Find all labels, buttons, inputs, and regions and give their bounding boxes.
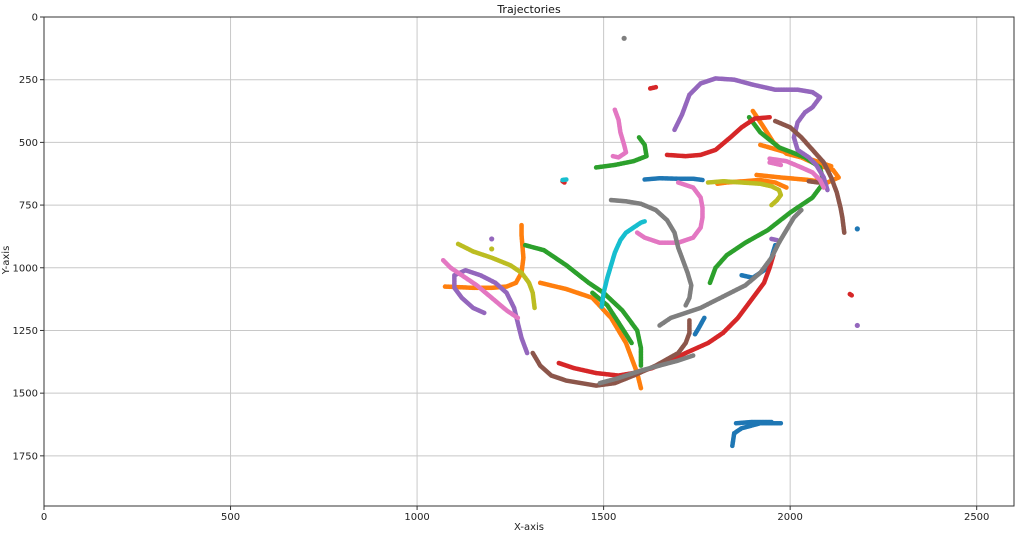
- trajectory-series-9: [455, 178, 784, 311]
- trajectory-path: [705, 178, 784, 208]
- trajectory-path: [608, 197, 694, 308]
- x-tick-label: 500: [221, 512, 240, 523]
- trajectory-path: [522, 242, 644, 368]
- trajectory-path: [657, 207, 804, 328]
- trajectory-series-7: [440, 107, 827, 321]
- trajectory-path: [772, 118, 847, 235]
- y-tick-label: 1750: [13, 451, 38, 462]
- trajectory-path: [692, 315, 707, 337]
- trajectory-point: [746, 115, 752, 120]
- trajectory-point: [767, 115, 772, 120]
- trajectory-point: [683, 303, 688, 308]
- trajectory-point: [621, 35, 627, 41]
- trajectory-path: [597, 353, 696, 386]
- trajectory-point: [690, 353, 696, 358]
- axis-ticks: 0 500 1000 1500 2000 2500 0 250 500 750 1000 1250 15…: [13, 13, 990, 524]
- trajectory-series-11: [854, 226, 860, 232]
- trajectory-series-8: [597, 35, 804, 386]
- trajectory-point: [769, 202, 774, 208]
- trajectory-series: [440, 35, 860, 449]
- y-tick-label: 0: [32, 13, 38, 24]
- trajectory-point: [700, 177, 705, 183]
- trajectory-point: [629, 340, 634, 346]
- trajectory-point: [642, 219, 647, 224]
- trajectory-point: [687, 318, 692, 323]
- x-axis-label: X-axis: [514, 522, 544, 533]
- grid: [43, 16, 1014, 506]
- trajectory-path: [634, 180, 705, 245]
- trajectory-point: [675, 180, 681, 185]
- trajectory-point: [489, 236, 495, 242]
- trajectory-path: [599, 219, 647, 309]
- trajectory-path: [672, 76, 830, 193]
- y-tick-label: 500: [19, 138, 38, 149]
- trajectory-point: [854, 226, 860, 232]
- plot-frame: [43, 16, 1015, 507]
- trajectory-point: [769, 419, 774, 425]
- trajectory-path: [610, 107, 629, 160]
- trajectory-point: [849, 293, 855, 298]
- trajectory-point: [519, 222, 524, 228]
- trajectory-point: [754, 172, 759, 178]
- trajectory-path: [647, 84, 659, 91]
- x-tick-label: 0: [41, 512, 47, 523]
- trajectory-path: [767, 160, 784, 168]
- trajectory-path: [621, 35, 627, 41]
- trajectory-point: [524, 350, 530, 356]
- x-tick-label: 1500: [591, 512, 616, 523]
- trajectory-point: [532, 305, 537, 311]
- trajectory-point: [841, 230, 847, 235]
- trajectory-point: [610, 153, 616, 159]
- trajectory-point: [784, 185, 789, 190]
- trajectory-point: [778, 420, 784, 426]
- trajectory-point: [739, 272, 744, 278]
- trajectory-path: [537, 280, 644, 391]
- x-tick-label: 1000: [404, 512, 429, 523]
- trajectory-path: [769, 236, 780, 243]
- trajectory-point: [799, 207, 804, 213]
- trajectory-point: [636, 135, 642, 140]
- trajectory-point: [515, 315, 521, 321]
- y-tick-label: 1000: [13, 263, 38, 274]
- trajectory-series-10: [560, 177, 647, 309]
- y-tick-label: 250: [19, 75, 38, 86]
- trajectory-point: [825, 187, 830, 193]
- trajectory-point: [778, 162, 784, 168]
- chart-title: Trajectories: [496, 3, 561, 16]
- trajectory-path: [854, 226, 860, 232]
- trajectory-path: [440, 257, 521, 321]
- trajectory-path: [593, 135, 649, 170]
- trajectory-point: [489, 246, 495, 252]
- trajectory-point: [638, 363, 644, 368]
- trajectory-path: [767, 156, 827, 190]
- trajectory-point: [692, 331, 698, 337]
- trajectory-path: [664, 115, 772, 159]
- trajectory-path: [854, 322, 860, 329]
- trajectory-point: [564, 177, 569, 182]
- x-tick-label: 2500: [964, 512, 989, 523]
- trajectory-path: [642, 175, 705, 183]
- trajectory-path: [489, 246, 495, 252]
- y-tick-label: 1500: [13, 389, 38, 400]
- trajectory-point: [537, 280, 543, 286]
- trajectory-point: [854, 322, 860, 329]
- trajectory-series-4: [556, 84, 855, 378]
- x-tick-label: 2000: [777, 512, 802, 523]
- trajectory-path: [455, 241, 537, 311]
- trajectory-path: [489, 236, 495, 242]
- trajectory-point: [828, 163, 834, 169]
- y-tick-label: 750: [19, 201, 38, 212]
- trajectory-path: [733, 419, 774, 426]
- trajectory-point: [653, 84, 659, 90]
- trajectory-path: [560, 177, 569, 183]
- trajectory-path: [530, 318, 692, 388]
- y-axis-label: Y-axis: [1, 246, 12, 276]
- y-tick-label: 1250: [13, 326, 38, 337]
- trajectory-point: [821, 185, 827, 190]
- trajectory-path: [847, 291, 855, 298]
